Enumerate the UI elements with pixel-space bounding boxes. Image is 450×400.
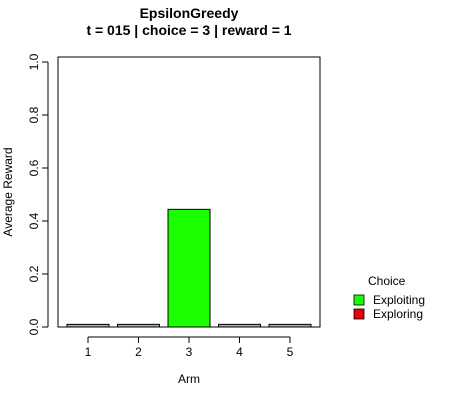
y-tick-label: 0.2 bbox=[27, 265, 41, 282]
x-tick-label: 5 bbox=[287, 345, 294, 359]
legend-label-exploiting: Exploiting bbox=[373, 293, 425, 307]
legend: Choice Exploiting Exploring bbox=[353, 274, 425, 321]
x-tick-label: 2 bbox=[135, 345, 142, 359]
x-tick-label: 3 bbox=[186, 345, 193, 359]
bar-arm-1 bbox=[66, 323, 110, 328]
x-axis: 1 2 3 4 5 bbox=[85, 336, 294, 359]
x-tick-label: 1 bbox=[85, 345, 92, 359]
legend-label-exploring: Exploring bbox=[373, 307, 423, 321]
legend-swatch-exploring bbox=[353, 308, 365, 320]
y-tick-label: 0.8 bbox=[27, 106, 41, 123]
bar-arm-3 bbox=[167, 208, 211, 328]
bar-arm-2 bbox=[117, 323, 160, 328]
y-axis: 0.0 0.2 0.4 0.6 0.8 1.0 bbox=[27, 53, 49, 335]
y-axis-label: Average Reward bbox=[1, 147, 15, 236]
legend-swatch-exploiting bbox=[353, 294, 365, 306]
bars-group bbox=[66, 208, 312, 328]
y-tick-label: 0.4 bbox=[27, 212, 41, 229]
chart-title: EpsilonGreedy bbox=[140, 5, 239, 21]
bar-arm-4 bbox=[218, 323, 261, 328]
y-tick-label: 1.0 bbox=[27, 53, 41, 70]
chart-subtitle: t = 015 | choice = 3 | reward = 1 bbox=[86, 22, 291, 38]
y-tick-label: 0.6 bbox=[27, 159, 41, 176]
bar-arm-5 bbox=[268, 323, 312, 328]
y-tick-label: 0.0 bbox=[27, 318, 41, 335]
x-tick-label: 4 bbox=[236, 345, 243, 359]
x-axis-label: Arm bbox=[178, 372, 200, 386]
legend-title: Choice bbox=[368, 274, 406, 288]
